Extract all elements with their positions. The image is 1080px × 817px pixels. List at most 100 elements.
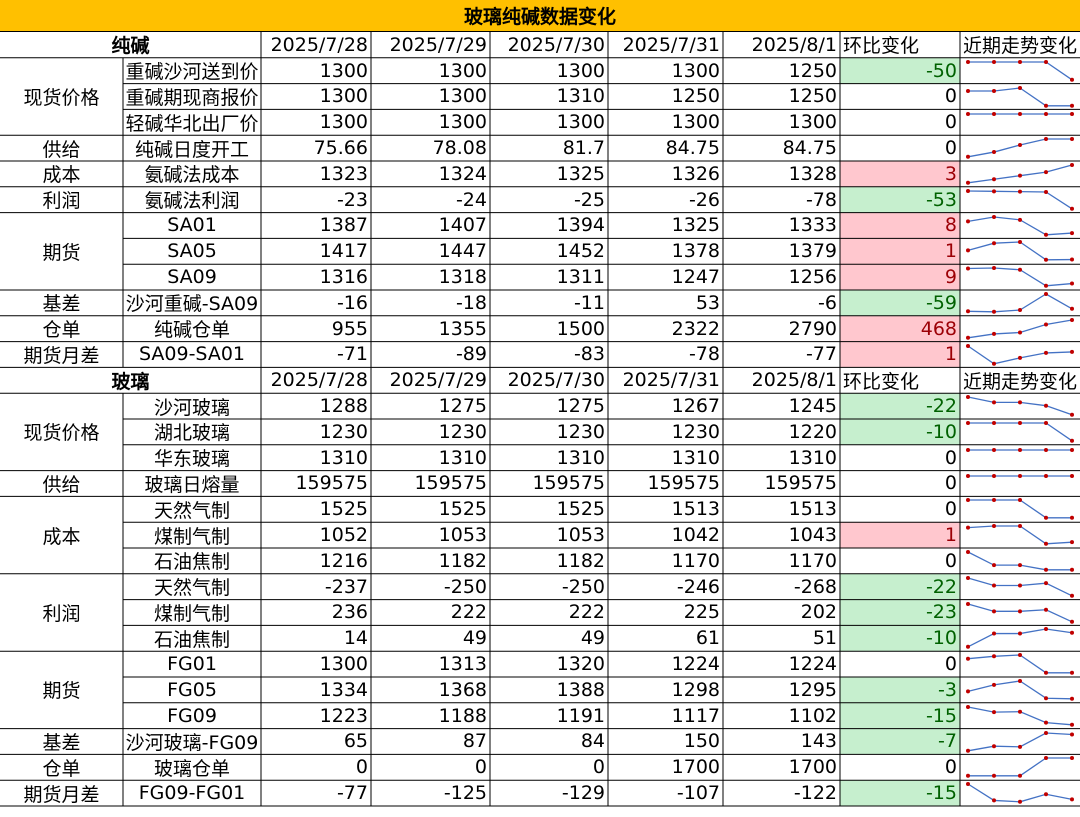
- sparkline-point: [992, 631, 996, 636]
- sparkline-point: [1018, 498, 1022, 503]
- sparkline: [960, 316, 1080, 342]
- value-cell: -23: [336, 188, 368, 211]
- value-cell: 49: [462, 627, 487, 650]
- date-header: 2025/7/29: [389, 33, 487, 56]
- sparkline-point: [1018, 473, 1022, 478]
- row-name: 湖北玻璃: [153, 422, 230, 445]
- value-cell: -24: [455, 188, 487, 211]
- sparkline-point: [1070, 540, 1074, 545]
- value-cell: 1267: [671, 395, 720, 418]
- sparkline-point: [1044, 607, 1048, 612]
- sparkline-point: [992, 214, 996, 219]
- sparkline-point: [992, 88, 996, 93]
- value-cell: 1224: [788, 653, 837, 676]
- sparkline: [960, 135, 1080, 161]
- value-cell: -125: [443, 782, 487, 805]
- sparkline-point: [992, 583, 996, 588]
- change-cell: -50: [840, 57, 960, 84]
- sparkline-point: [1018, 143, 1022, 148]
- sparkline-point: [1044, 322, 1048, 327]
- value-cell: 1298: [671, 678, 720, 701]
- value-cell: 1324: [438, 162, 487, 185]
- sparkline-point: [992, 798, 996, 803]
- value-cell: 1275: [438, 395, 487, 418]
- sparkline: [960, 187, 1080, 213]
- sparkline-point: [1018, 653, 1022, 658]
- value-cell: 1378: [671, 240, 720, 263]
- sparkline-point: [966, 704, 970, 709]
- value-cell: 236: [331, 601, 368, 624]
- sparkline-point: [1070, 317, 1074, 322]
- sparkline-point: [1044, 170, 1048, 175]
- change-cell: -10: [840, 419, 960, 445]
- sparkline-point: [966, 180, 970, 185]
- sparkline-point: [966, 656, 970, 661]
- value-cell: 159575: [647, 472, 720, 495]
- row-name: 轻碱华北出厂价: [125, 112, 259, 135]
- value-cell: 1355: [438, 317, 487, 340]
- sparkline-line: [967, 396, 1073, 416]
- sparkline-point: [1018, 355, 1022, 360]
- value-cell: 1700: [671, 756, 720, 779]
- sparkline: [960, 703, 1080, 729]
- sparkline-point: [1070, 137, 1074, 142]
- sparkline-point: [1044, 232, 1048, 237]
- sparkline-point: [992, 563, 996, 568]
- change-cell: -53: [840, 186, 960, 213]
- sparkline-point: [1018, 112, 1022, 117]
- sparkline-point: [1070, 306, 1074, 311]
- sparkline-chart: [966, 524, 1074, 546]
- value-cell: -237: [324, 575, 368, 598]
- value-cell: 1700: [788, 756, 837, 779]
- sparkline-chart: [966, 782, 1074, 804]
- row-name: 沙河玻璃: [153, 396, 230, 419]
- sparkline-point: [992, 654, 996, 659]
- date-header: 2025/8/1: [751, 369, 837, 392]
- sparkline: [960, 161, 1080, 187]
- value-cell: 1188: [438, 704, 487, 727]
- sparkline-point: [966, 188, 970, 193]
- value-cell: -246: [676, 575, 720, 598]
- value-cell: 1320: [556, 653, 605, 676]
- sparkline-point: [1018, 267, 1022, 272]
- sparkline-chart: [966, 59, 1074, 82]
- group-label: 供给: [42, 138, 81, 161]
- sparkline-point: [992, 421, 996, 425]
- sparkline-chart: [966, 730, 1074, 753]
- value-cell: 1052: [319, 524, 368, 547]
- sparkline-point: [1044, 447, 1048, 452]
- sparkline-point: [1044, 730, 1048, 735]
- sparkline-point: [1018, 330, 1022, 335]
- sparkline-line: [967, 654, 1072, 674]
- sparkline-point: [1018, 524, 1022, 529]
- group-label: 基差: [42, 293, 81, 316]
- sparkline-point: [992, 59, 996, 64]
- sparkline-point: [1018, 59, 1022, 64]
- sparkline: [960, 84, 1080, 110]
- value-cell: 75.66: [313, 137, 368, 160]
- sparkline-point: [992, 743, 996, 748]
- value-cell: 1300: [319, 653, 368, 676]
- value-cell: -77: [336, 782, 368, 805]
- value-cell: -16: [336, 291, 368, 314]
- trend-header: 近期走势变化: [963, 370, 1078, 393]
- sparkline-point: [1018, 308, 1022, 313]
- change-cell: 0: [944, 111, 957, 134]
- sparkline-point: [992, 608, 996, 613]
- sparkline-point: [1018, 400, 1022, 405]
- value-cell: 65: [343, 730, 368, 753]
- value-cell: 1500: [556, 317, 605, 340]
- sparkline-line: [967, 138, 1072, 158]
- value-cell: 1288: [319, 395, 368, 418]
- value-cell: -122: [793, 782, 837, 805]
- value-cell: 1170: [671, 549, 720, 572]
- value-cell: 1042: [671, 524, 720, 547]
- sparkline-point: [966, 782, 970, 787]
- value-cell: -250: [561, 575, 605, 598]
- value-cell: -11: [573, 291, 605, 314]
- change-cell: 1: [840, 341, 960, 368]
- value-cell: 14: [343, 627, 368, 650]
- sparkline-line: [967, 680, 1073, 700]
- sparkline-line: [968, 422, 1073, 442]
- date-header: 2025/7/28: [270, 369, 368, 392]
